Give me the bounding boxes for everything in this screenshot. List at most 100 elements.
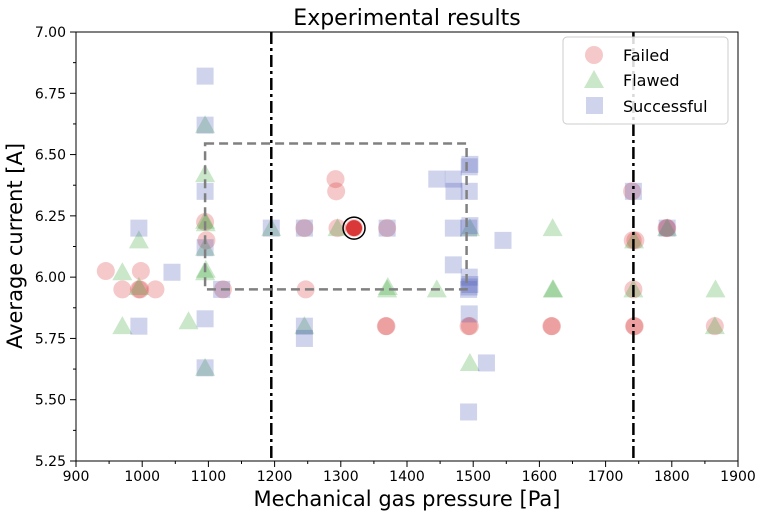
point-failed [295,219,314,238]
point-successful [295,219,313,237]
y-tick-label: 6.00 [35,270,66,286]
point-successful [378,219,396,237]
point-successful [444,256,462,274]
point-successful [428,170,446,188]
point-successful [196,239,214,257]
y-tick-label: 6.75 [35,86,66,102]
point-flawed [657,218,678,237]
highlight-point [346,220,363,237]
point-successful [460,280,478,298]
axis-ticks: 900 1000 1100 1200 1300 1400 1500 1600 1700 1800 1… [35,25,756,485]
x-tick-label: 1200 [257,469,293,485]
point-successful [295,317,313,335]
point-failed [377,317,396,336]
point-flawed [294,316,315,335]
x-tick-label: 1600 [522,469,558,485]
point-successful [461,217,479,235]
legend: Failed Flawed Successful [562,36,729,125]
highlight-ring [342,216,366,240]
point-successful [295,329,313,347]
point-flawed [195,237,216,256]
x-tick-label: 1700 [588,469,624,485]
point-failed [705,317,724,336]
x-axis-label: Mechanical gas pressure [Pa] [253,487,560,511]
y-tick-label: 6.25 [35,209,66,225]
y-axis-label: Average current [A] [3,143,27,349]
point-successful [130,219,148,237]
point-successful [130,317,148,335]
y-tick-label: 5.25 [35,454,66,470]
x-tick-label: 1900 [720,469,756,485]
point-failed [625,317,644,336]
point-failed [542,317,561,336]
x-tick-label: 1000 [124,469,160,485]
y-tick-label: 5.75 [35,331,66,347]
legend-successful-label: Successful [623,97,708,116]
point-flawed [459,352,480,371]
plot-frame [75,31,739,462]
point-failed [623,182,642,201]
legend-flawed-label: Flawed [623,71,680,90]
y-tick-label: 7.00 [35,25,66,41]
x-tick-label: 900 [63,469,90,485]
point-successful [460,268,478,286]
point-flawed [543,279,564,298]
point-successful [494,231,512,249]
point-flawed [704,316,725,335]
point-flawed [459,218,480,237]
point-failed [459,317,478,336]
point-successful [460,305,478,323]
point-flawed [377,279,398,298]
legend-flawed-marker [584,70,604,88]
point-successful [460,403,478,421]
point-failed [542,317,561,336]
point-failed [626,231,645,250]
point-failed [376,317,395,336]
point-flawed [195,357,216,376]
y-tick-label: 5.50 [35,393,66,409]
point-failed [658,219,677,238]
point-successful [460,158,478,176]
point-flawed [195,210,216,229]
point-successful [196,359,214,377]
point-failed [146,280,165,299]
point-successful [444,170,462,188]
legend-successful-marker [586,97,603,114]
point-successful [196,116,214,134]
point-flawed [705,279,726,298]
point-successful [445,182,463,200]
point-flawed [195,115,216,134]
point-successful [460,219,478,237]
point-successful [196,310,214,328]
point-failed [657,219,676,238]
region-box [203,142,468,291]
point-flawed [112,262,133,281]
point-failed [326,170,345,189]
x-tick-label: 1300 [323,469,359,485]
point-flawed [178,311,199,330]
point-flawed [542,279,563,298]
point-failed [129,280,148,299]
point-failed [131,280,150,299]
point-flawed [128,276,149,295]
point-successful [461,155,479,173]
point-flawed [112,316,133,335]
point-flawed [542,218,563,237]
point-successful [460,182,478,200]
y-tick-label: 6.50 [35,148,66,164]
point-flawed [128,230,149,249]
point-failed [96,262,115,281]
point-failed [378,219,397,238]
x-tick-label: 1500 [455,469,491,485]
x-tick-label: 1800 [654,469,690,485]
point-failed [113,280,132,299]
point-failed [131,262,150,281]
point-failed [328,219,347,238]
point-flawed [327,218,348,237]
point-successful [196,67,214,85]
legend-failed-marker [585,46,603,64]
point-successful [444,219,462,237]
point-successful [658,219,676,237]
point-successful [477,354,495,372]
